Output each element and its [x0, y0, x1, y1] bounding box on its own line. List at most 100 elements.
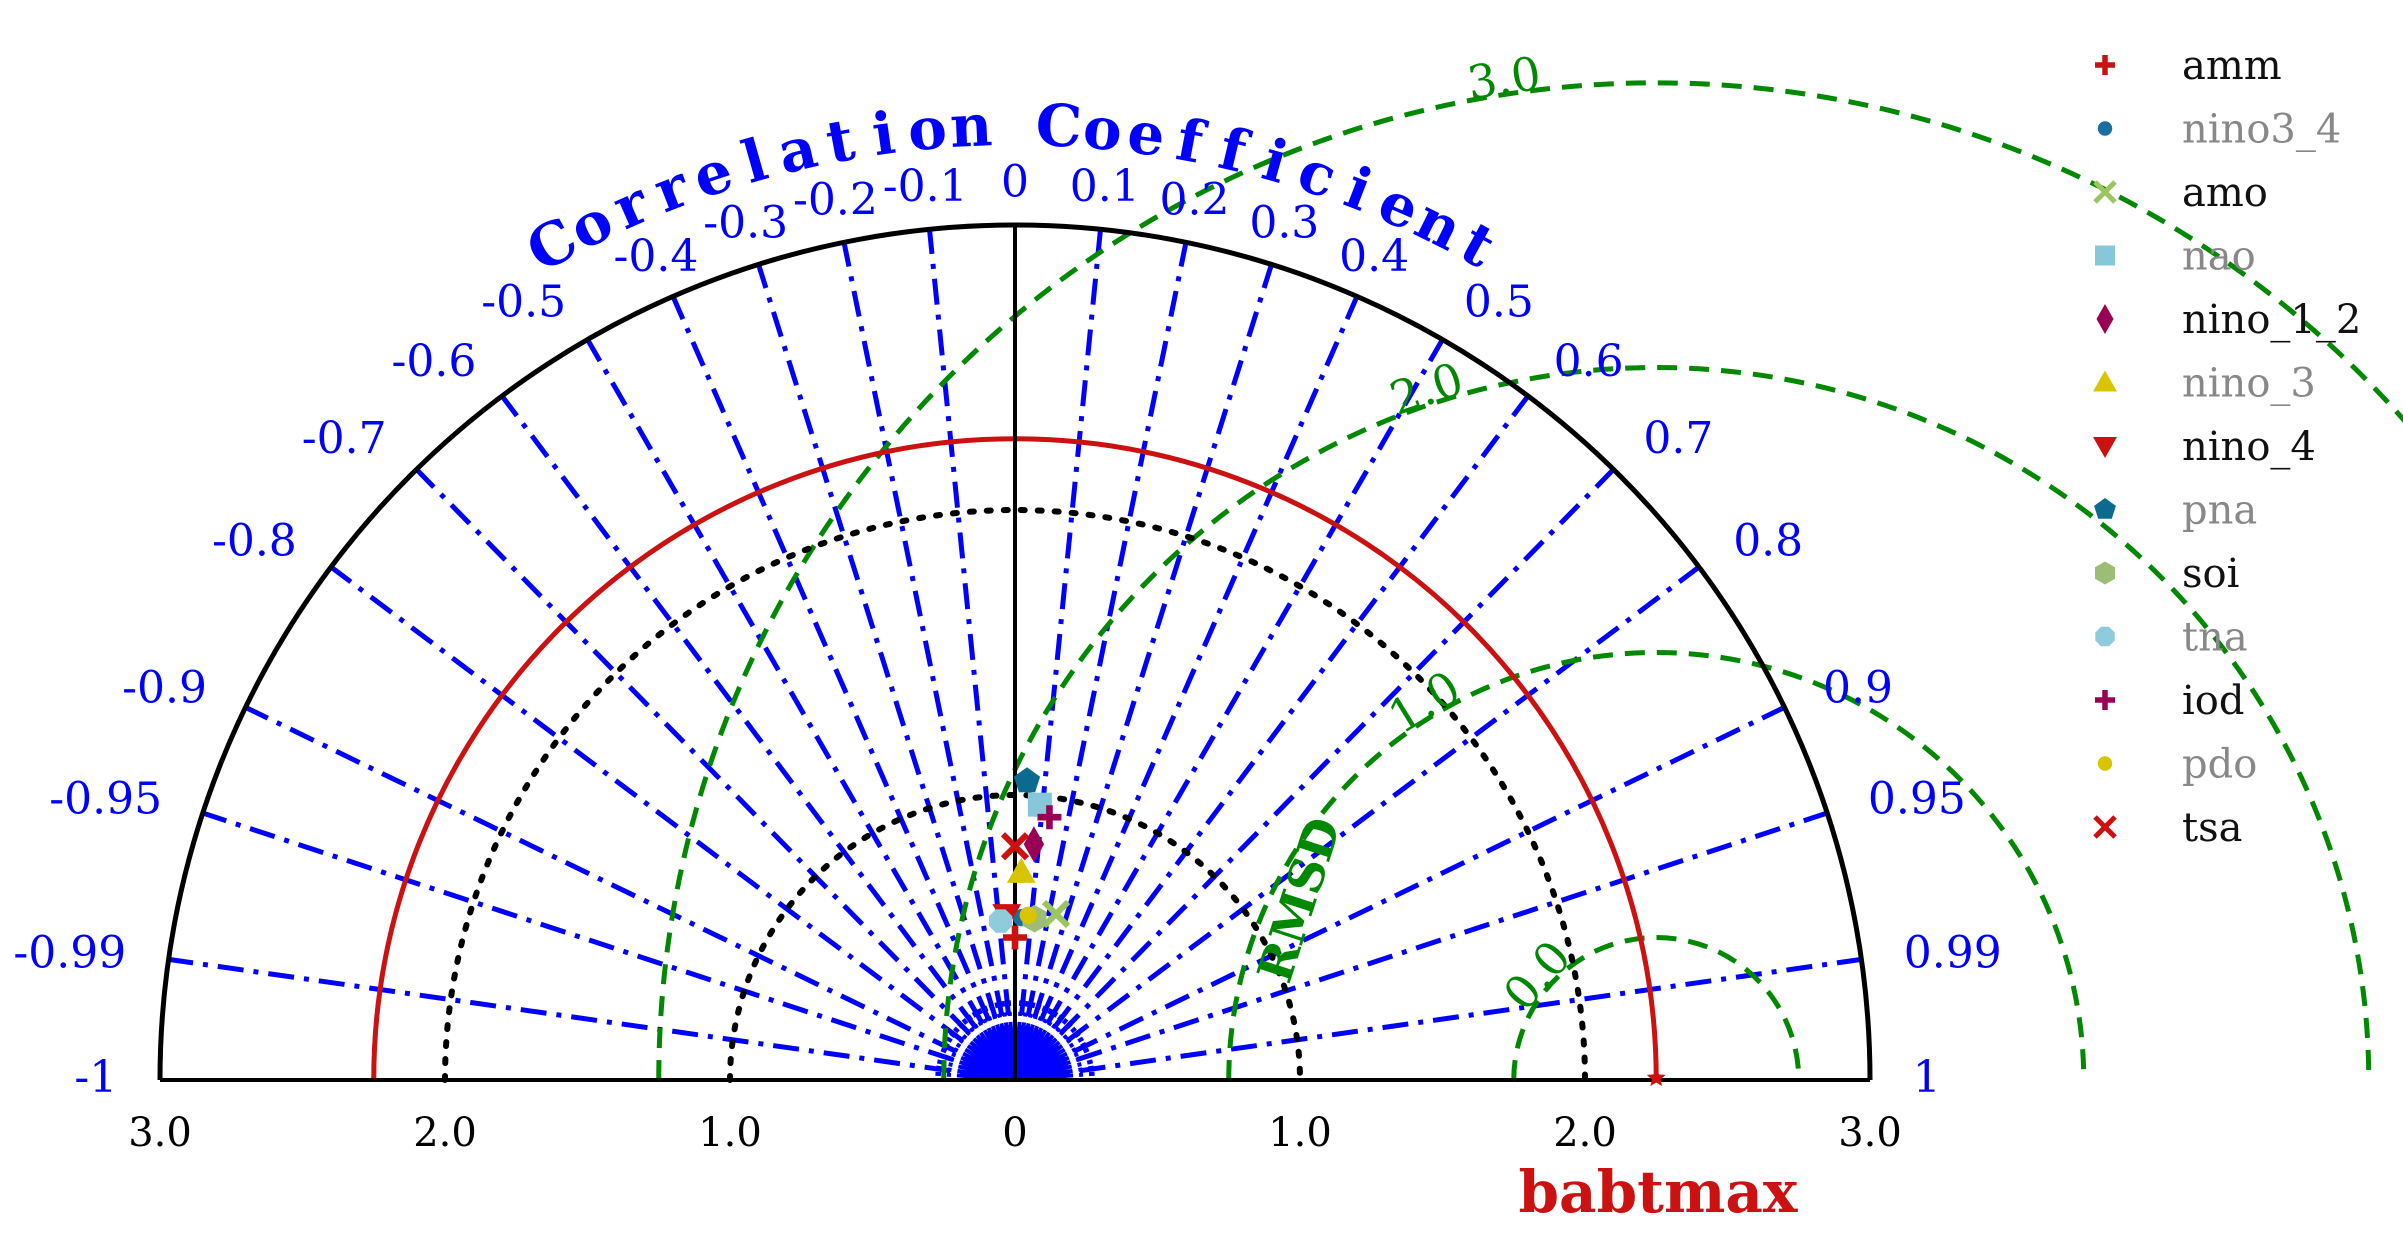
corr-tick-label-m0p3: -0.3	[703, 198, 788, 249]
legend-marker-nao	[2095, 245, 2115, 266]
corr-line-0p9	[1026, 705, 1786, 1077]
corr-tick-label-0p5: 0.5	[1464, 277, 1534, 328]
legend-marker-nino3_4	[2097, 121, 2113, 136]
tick-labels: -1 -0.99 -0.95 -0.9 -0.8-0.7-0.6-0.5 -0.4-0.3…	[13, 46, 2001, 1226]
std-tick-right-3: 3.0	[1838, 1110, 1902, 1156]
corr-line-0p4	[1018, 295, 1360, 1068]
legend-marker-pna	[2094, 498, 2116, 519]
corr-line-m0p3	[756, 263, 1014, 1068]
legend-label-nao: nao	[2182, 234, 2256, 280]
corr-tick-label-m0p6: -0.6	[392, 336, 477, 387]
legend-label-nino_3: nino_3	[2182, 361, 2316, 407]
title-char: o	[905, 93, 950, 164]
corr-tick-label-0p99: 0.99	[1904, 927, 2002, 978]
std-tick-left-0: 0	[1002, 1110, 1027, 1156]
corr-line-m0p7	[414, 467, 1007, 1072]
data-point-iod	[1037, 805, 1062, 830]
corr-tick-label-0: 0	[1001, 156, 1029, 207]
corr-tick-label-0p6: 0.6	[1554, 336, 1624, 387]
legend-marker-tna	[2095, 626, 2115, 647]
title-char: f	[1171, 105, 1212, 177]
data-point-nino_1_2	[1023, 826, 1045, 863]
rmsd-contours	[656, 80, 2403, 1081]
rmsd-contour-1p5	[1226, 650, 2087, 1081]
corr-line-0p99	[1028, 956, 1862, 1081]
corr-line-m0p8	[329, 564, 1006, 1074]
rmsd-label-1p5: 1.0	[1379, 660, 1470, 744]
legend-marker-pdo	[2097, 756, 2113, 771]
data-point-tsa	[1000, 832, 1030, 861]
corr-line-0p3	[1016, 263, 1274, 1068]
legend-label-soi: soi	[2182, 551, 2239, 597]
data-markers	[989, 767, 1666, 1087]
std-tick-right-2: 2.0	[1553, 1110, 1617, 1156]
std-tick-right-1: 1.0	[1268, 1110, 1332, 1156]
corr-line-m0p5	[585, 338, 1011, 1069]
title-char: e	[684, 136, 741, 212]
corr-tick-label-m1: -1	[74, 1052, 117, 1103]
corr-line-0p7	[1023, 467, 1616, 1072]
data-point-pna	[1013, 767, 1041, 793]
corr-line-m0p2	[841, 241, 1015, 1067]
corr-line-m0p4	[670, 295, 1012, 1068]
corr-tick-label-0p95: 0.95	[1868, 774, 1966, 825]
corr-line-0p6	[1021, 394, 1530, 1071]
corr-line-0p2	[1015, 241, 1189, 1067]
title-char: o	[1080, 93, 1125, 164]
legend-label-pna: pna	[2182, 488, 2257, 534]
rmsd-axis-label: RMSD	[1247, 811, 1353, 989]
legend-label-tna: tna	[2182, 615, 2248, 661]
title-char: e	[1123, 98, 1169, 170]
title-char: f	[1213, 114, 1257, 187]
title-char: i	[868, 99, 899, 169]
legend-label-nino_1_2: nino_1_2	[2182, 297, 2361, 343]
corr-line-m0p99	[168, 956, 1002, 1081]
corr-tick-label-m0p9: -0.9	[122, 663, 207, 714]
legend-label-amo: amo	[2182, 170, 2268, 216]
corr-tick-label-1: 1	[1913, 1052, 1941, 1103]
corr-tick-label-0p2: 0.2	[1160, 174, 1230, 225]
rmsd-label-2p5: 2.0	[1383, 352, 1469, 426]
std-tick-left-3: 3.0	[128, 1110, 192, 1156]
data-point-amm	[1003, 925, 1027, 950]
legend-marker-amo	[2093, 180, 2117, 204]
legend-marker-soi	[2095, 561, 2115, 585]
legend-marker-nino_1_2	[2096, 304, 2114, 334]
legend-marker-tsa	[2093, 815, 2117, 839]
legend-marker-iod	[2095, 690, 2115, 710]
title-char: a	[771, 113, 823, 188]
std-tick-left-1: 1.0	[698, 1110, 762, 1156]
corr-line-0p5	[1019, 338, 1445, 1069]
corr-tick-label-0p7: 0.7	[1643, 413, 1713, 464]
corr-tick-label-0p4: 0.4	[1339, 231, 1409, 282]
corr-tick-label-m0p7: -0.7	[302, 413, 387, 464]
corr-line-0p8	[1024, 564, 1701, 1074]
corr-tick-label-0p3: 0.3	[1249, 198, 1319, 249]
corr-tick-label-m0p8: -0.8	[212, 515, 297, 566]
rmsd-contour-2p5	[941, 365, 2372, 1081]
title-char: i	[1255, 125, 1295, 196]
legend-marker-nino_3	[2093, 370, 2117, 392]
corr-tick-label-m0p4: -0.4	[613, 231, 698, 282]
corr-tick-label-0p8: 0.8	[1733, 515, 1803, 566]
legend-marker-nino_4	[2093, 437, 2117, 458]
legend-label-pdo: pdo	[2182, 742, 2257, 788]
corr-tick-label-0p1: 0.1	[1070, 161, 1140, 212]
legend-label-iod: iod	[2182, 678, 2244, 724]
data-point-pdo	[1019, 906, 1037, 924]
corr-line-m0p95	[201, 810, 1003, 1078]
reference-name-label: babtmax	[1518, 1158, 1797, 1226]
corr-tick-label-m0p99: -0.99	[13, 927, 126, 978]
legend-label-tsa: tsa	[2182, 805, 2242, 851]
corr-tick-label-0p9: 0.9	[1823, 663, 1893, 714]
legend-label-amm: amm	[2182, 43, 2282, 89]
data-point-nino_3	[1006, 857, 1036, 883]
corr-line-0p95	[1027, 810, 1829, 1078]
title-char: t	[821, 105, 860, 177]
data-point-amo	[1041, 899, 1071, 929]
legend-label-nino3_4: nino3_4	[2182, 107, 2341, 153]
corr-line-m0p9	[244, 705, 1004, 1077]
legend-label-nino_4: nino_4	[2182, 424, 2316, 470]
